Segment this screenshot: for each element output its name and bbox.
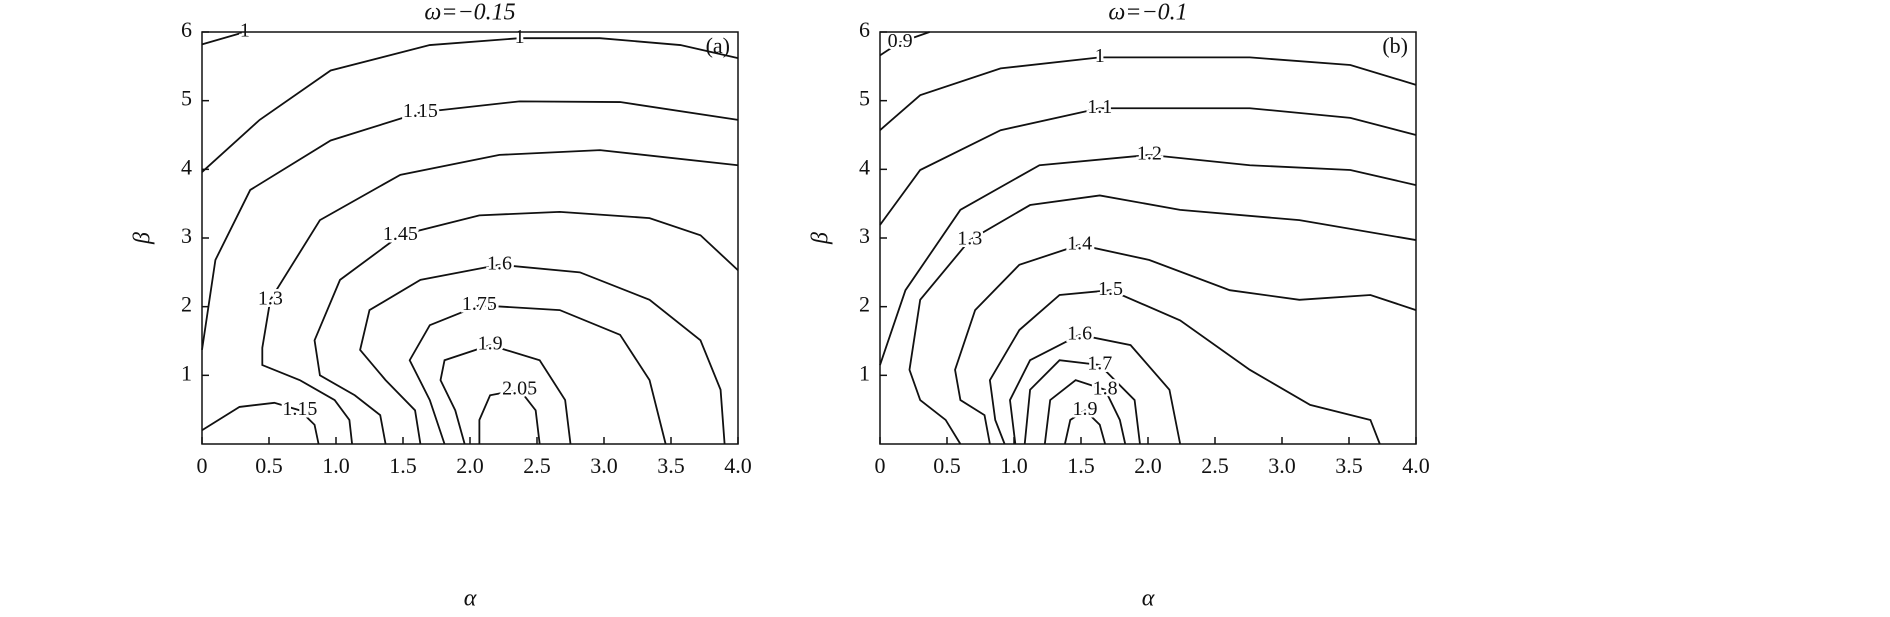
contour-label: 1.9 xyxy=(478,333,503,355)
contour-label: 1.4 xyxy=(1067,232,1092,254)
contour-label: 1.15 xyxy=(403,100,438,122)
y-tick-label: 6 xyxy=(181,17,192,42)
x-tick-label: 0 xyxy=(197,453,208,478)
contour-label: 1.9 xyxy=(1073,398,1098,420)
x-tick-label: 2.0 xyxy=(1134,453,1162,478)
chart-title: ω=−0.15 xyxy=(424,0,515,26)
x-tick-label: 0 xyxy=(875,453,886,478)
y-tick-label: 6 xyxy=(859,17,870,42)
x-tick-label: 3.0 xyxy=(1268,453,1296,478)
y-tick-label: 3 xyxy=(181,223,192,248)
contour-line xyxy=(313,211,739,445)
contour-line xyxy=(1023,359,1141,445)
x-tick-label: 2.5 xyxy=(1201,453,1229,478)
contour-line xyxy=(201,31,246,46)
x-tick-label: 3.5 xyxy=(1335,453,1363,478)
contour-line xyxy=(201,37,739,173)
contour-line xyxy=(1043,379,1127,445)
x-tick-label: 4.0 xyxy=(724,453,752,478)
y-tick-label: 3 xyxy=(859,223,870,248)
y-axis-label: β xyxy=(130,232,156,245)
contour-line xyxy=(1009,333,1182,445)
y-tick-label: 1 xyxy=(181,360,192,385)
y-tick-label: 2 xyxy=(181,292,192,317)
contour-label: 1.8 xyxy=(1093,377,1118,399)
contour-panel: ω=−0.15 α β 0 0.5 1.0 1.5 2.0 2.5 3.0 3.5 4.0 1 2 3 4 5 6… xyxy=(130,0,752,612)
x-tick-label: 1.0 xyxy=(322,453,350,478)
panel-label: (a) xyxy=(706,33,730,58)
y-tick-label: 4 xyxy=(859,154,870,179)
x-tick-label: 2.5 xyxy=(523,453,551,478)
contour-line xyxy=(988,289,1381,445)
contour-line xyxy=(879,56,1417,131)
contour-line xyxy=(879,31,930,57)
x-tick-label: 4.0 xyxy=(1402,453,1430,478)
contour-label: 1 xyxy=(1095,45,1105,67)
x-tick-label: 1.5 xyxy=(1067,453,1095,478)
x-tick-label: 1.5 xyxy=(389,453,417,478)
y-tick-label: 2 xyxy=(859,292,870,317)
contour-label: 1.15 xyxy=(282,398,317,420)
x-tick-label: 3.5 xyxy=(657,453,685,478)
contour-label: 2.05 xyxy=(502,377,537,399)
chart-title: ω=−0.1 xyxy=(1108,0,1187,26)
y-tick-label: 5 xyxy=(181,86,192,111)
contour-label: 1.7 xyxy=(1087,353,1112,375)
y-tick-label: 4 xyxy=(181,154,192,179)
x-axis-label: α xyxy=(1142,586,1155,612)
plot-frame xyxy=(879,31,1417,445)
panel-label: (b) xyxy=(1382,33,1408,58)
contour-line xyxy=(439,344,572,445)
contour-panel: ω=−0.1 α β 0 0.5 1.0 1.5 2.0 2.5 3.0 3.5 4.0 1 2 3 4 5 6 0… xyxy=(808,0,1430,612)
x-tick-label: 0.5 xyxy=(933,453,961,478)
contour-line xyxy=(1064,409,1106,445)
x-tick-label: 3.0 xyxy=(590,453,618,478)
y-axis-label: β xyxy=(808,232,834,245)
contour-label: 1.2 xyxy=(1137,143,1162,165)
contour-line xyxy=(954,243,1417,445)
contour-line xyxy=(201,100,739,351)
contour-label: 1 xyxy=(240,20,250,42)
x-tick-label: 1.0 xyxy=(1000,453,1028,478)
contour-line xyxy=(408,304,667,445)
plot-frame xyxy=(201,31,739,445)
contour-label: 1.1 xyxy=(1087,96,1112,118)
contour-line xyxy=(908,194,1417,445)
contour-label: 0.9 xyxy=(888,30,913,52)
contour-label: 1.5 xyxy=(1098,278,1123,300)
contour-label: 1.3 xyxy=(957,228,982,250)
contour-label: 1.45 xyxy=(383,223,418,245)
y-tick-label: 5 xyxy=(859,86,870,111)
x-tick-label: 2.0 xyxy=(456,453,484,478)
x-axis-label: α xyxy=(464,586,477,612)
contour-label: 1.75 xyxy=(462,293,497,315)
y-tick-label: 1 xyxy=(859,360,870,385)
contour-line xyxy=(879,107,1417,226)
contour-line xyxy=(261,149,739,445)
contour-line xyxy=(879,154,1417,366)
contour-label: 1.6 xyxy=(1067,322,1092,344)
contour-label: 1.6 xyxy=(487,252,512,274)
contour-line xyxy=(201,401,320,445)
contour-label: 1.3 xyxy=(258,287,283,309)
contour-line xyxy=(359,263,726,445)
x-tick-label: 0.5 xyxy=(255,453,283,478)
contour-label: 1 xyxy=(515,26,525,48)
contour-line xyxy=(478,388,541,445)
